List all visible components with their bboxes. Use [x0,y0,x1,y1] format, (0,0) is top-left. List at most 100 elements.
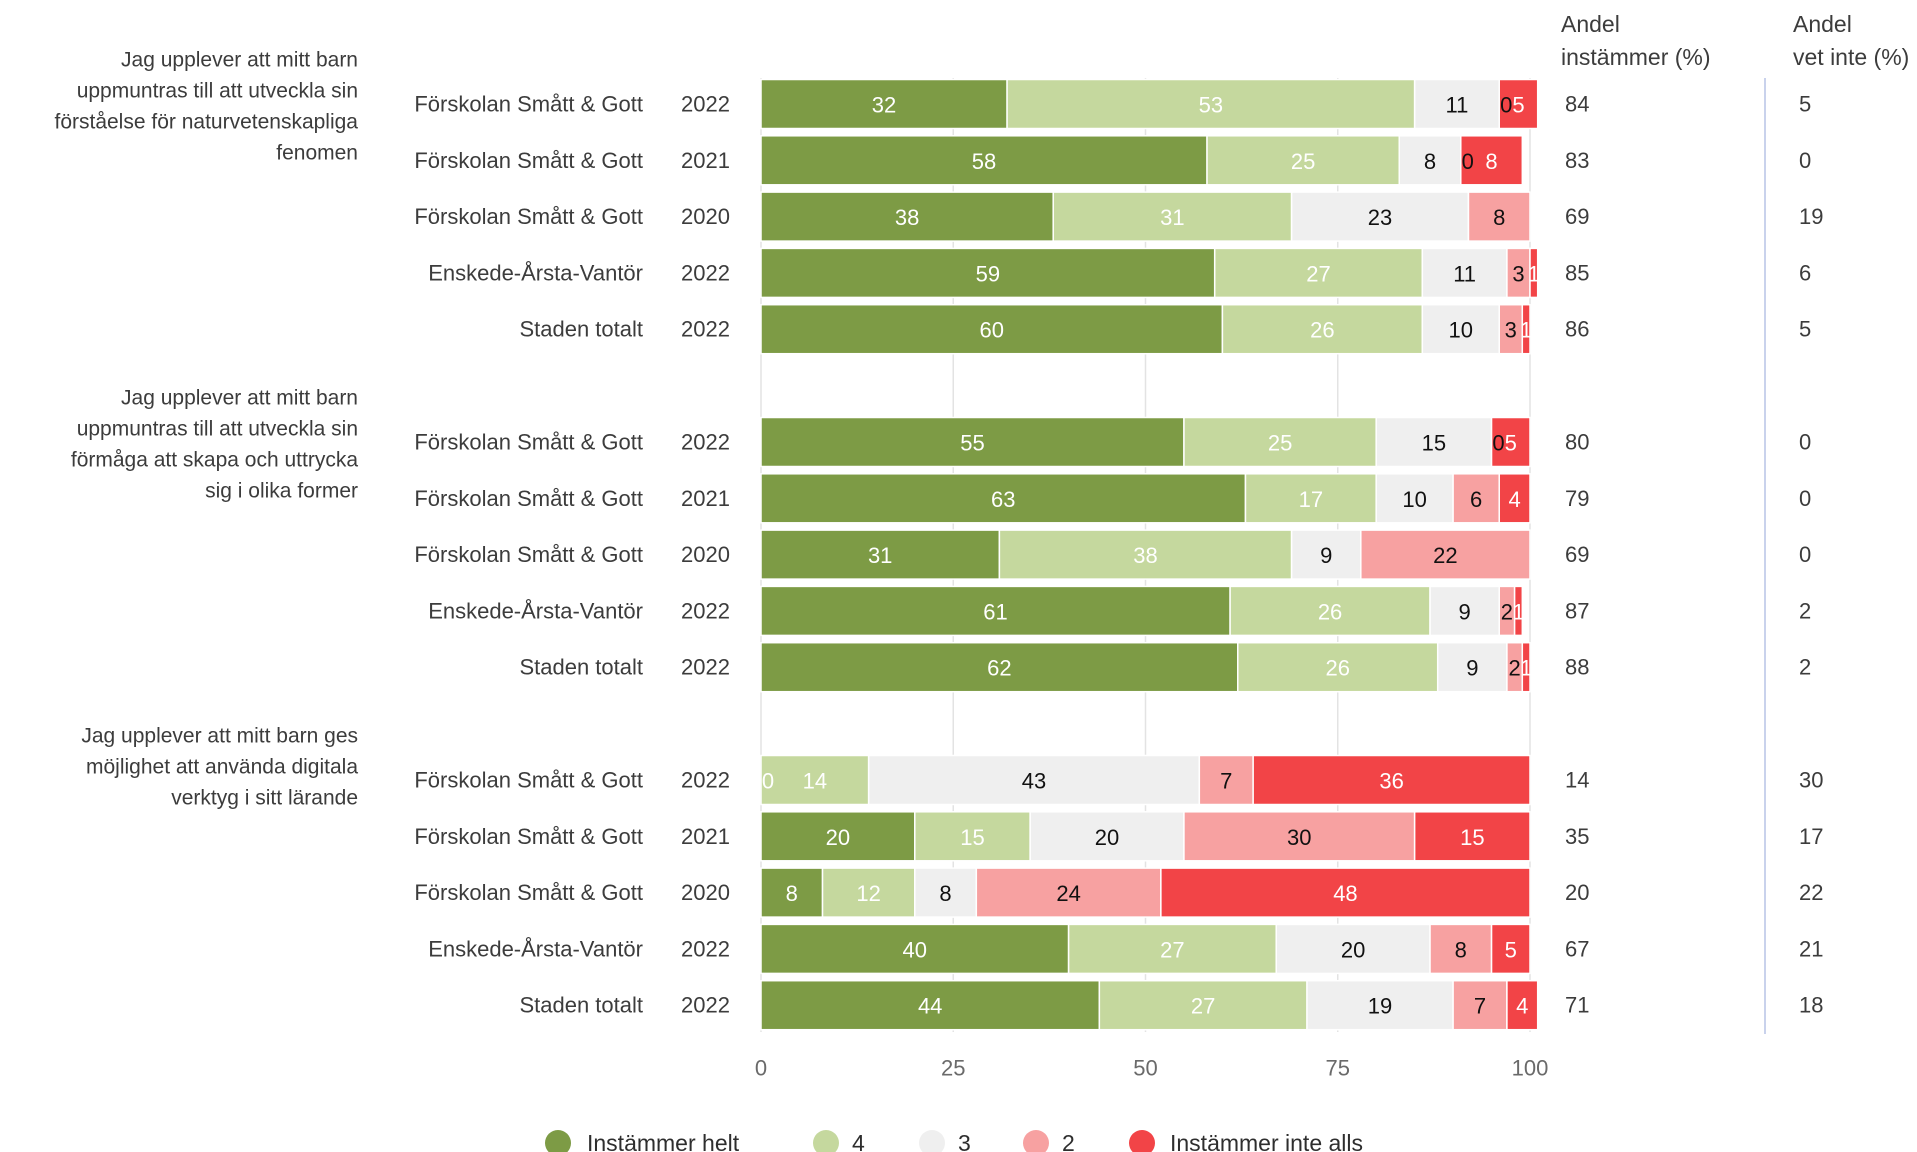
row-unit-label: Enskede-Årsta-Vantör [428,936,643,961]
bar-segment [760,867,824,918]
bar-value-label: 8 [786,881,798,906]
bar-value-label: 0 [1492,431,1504,456]
bar-segment [1229,585,1431,637]
row-year-label: 2022 [681,92,730,117]
question-label: Jag upplever att mitt barn [121,49,358,72]
vet-inte-value: 5 [1799,92,1811,117]
bar-segment [1237,641,1439,693]
bar-value-label: 24 [1056,881,1080,906]
bar-segment [1452,979,1508,1031]
bar-value-label: 8 [1485,149,1497,174]
row-unit-label: Enskede-Årsta-Vantör [428,260,643,285]
bar-value-label: 36 [1379,769,1403,794]
bar-value-label: 63 [991,487,1015,512]
bar-value-label: 31 [868,543,892,568]
bar-value-label: 61 [983,599,1007,624]
bar-value-label: 5 [1505,431,1517,456]
row-year-label: 2022 [681,317,730,342]
row-year-label: 2020 [681,880,730,905]
bar-segment [1052,191,1293,242]
bar-segment [1467,191,1531,242]
bar-value-label: 15 [960,825,984,850]
vet-inte-value: 22 [1799,880,1823,905]
legend-label: Instämmer helt [587,1130,740,1152]
row-year-label: 2022 [681,768,730,793]
bar-value-label: 6 [1470,487,1482,512]
bar-segment [760,979,1101,1031]
row-unit-label: Förskolan Smått & Gott [414,92,643,117]
instammer-value: 87 [1565,598,1589,623]
bar-segment [1490,923,1531,975]
bar-segment [1375,473,1454,524]
bar-value-label: 1 [1512,599,1524,624]
legend-swatch [545,1130,571,1152]
instammer-value: 71 [1565,993,1589,1018]
bar-value-label: 9 [1466,656,1478,681]
instammer-value: 14 [1565,768,1589,793]
bar-value-label: 43 [1022,769,1046,794]
instammer-value: 83 [1565,148,1589,173]
bar-value-label: 8 [1424,149,1436,174]
bar-value-label: 27 [1191,994,1215,1019]
row-unit-label: Enskede-Årsta-Vantör [428,598,643,623]
bar-segment [1213,247,1424,299]
legend-label: 4 [852,1130,865,1152]
bar-segment [1290,191,1470,242]
vet-inte-value: 6 [1799,260,1811,285]
legend-label: Instämmer inte alls [1170,1130,1363,1152]
bar-segment [1513,585,1524,637]
instammer-value: 80 [1565,430,1589,455]
bar-value-label: 11 [1446,93,1469,118]
legend: Instämmer helt 4 3 2 Instämmer inte alls [545,1130,1363,1152]
vet-inte-value: 18 [1799,993,1823,1018]
vet-inte-value: 5 [1799,317,1811,342]
vet-inte-value: 17 [1799,824,1823,849]
bar-segment [1160,867,1531,918]
bar-value-label: 15 [1460,825,1484,850]
bar-value-label: 25 [1291,149,1315,174]
row-unit-label: Förskolan Smått & Gott [414,768,643,793]
row-year-label: 2020 [681,204,730,229]
question-label: förståelse för naturvetenskapliga [54,111,358,134]
bar-segment [1244,473,1377,524]
bar-segment [1206,135,1401,186]
bar-value-label: 0 [1500,93,1512,118]
bar-segment [998,529,1293,580]
instammer-value: 69 [1565,542,1589,567]
bar-segment [1429,585,1500,637]
bar-segment [1275,923,1431,975]
question-label: Jag upplever att mitt barn [121,387,358,410]
row-unit-label: Förskolan Smått & Gott [414,430,643,455]
x-tick-label: 100 [1512,1056,1549,1081]
bar-value-label: 20 [1341,937,1365,962]
legend-swatch [813,1130,839,1152]
bar-segment [1506,979,1539,1031]
legend-label: 3 [958,1130,971,1152]
bar-value-label: 2 [1501,599,1513,624]
bar-segment [1252,754,1531,806]
bar-segment [760,529,1001,580]
row-year-label: 2022 [681,993,730,1018]
bar-value-label: 62 [987,656,1011,681]
x-tick-label: 0 [755,1056,767,1081]
row-unit-label: Staden totalt [519,655,643,680]
bar-segment [760,191,1054,242]
row-unit-label: Staden totalt [519,993,643,1018]
row-year-label: 2020 [681,542,730,567]
bar-segment [760,247,1216,299]
bar-segment [760,923,1070,975]
row-unit-label: Förskolan Smått & Gott [414,204,643,229]
vet-inte-value: 19 [1799,204,1823,229]
bar-value-label: 12 [856,881,880,906]
bar-value-label: 4 [1516,994,1528,1019]
bar-value-label: 0 [762,769,774,794]
bar-value-label: 8 [1455,937,1467,962]
bar-value-label: 10 [1449,318,1473,343]
bar-value-label: 19 [1368,994,1392,1019]
bar-value-label: 27 [1306,261,1330,286]
bar-segment [1413,811,1531,862]
bar-value-label: 15 [1422,431,1446,456]
bar-segment [1452,473,1500,524]
row-year-label: 2022 [681,598,730,623]
bar-value-label: 10 [1402,487,1426,512]
